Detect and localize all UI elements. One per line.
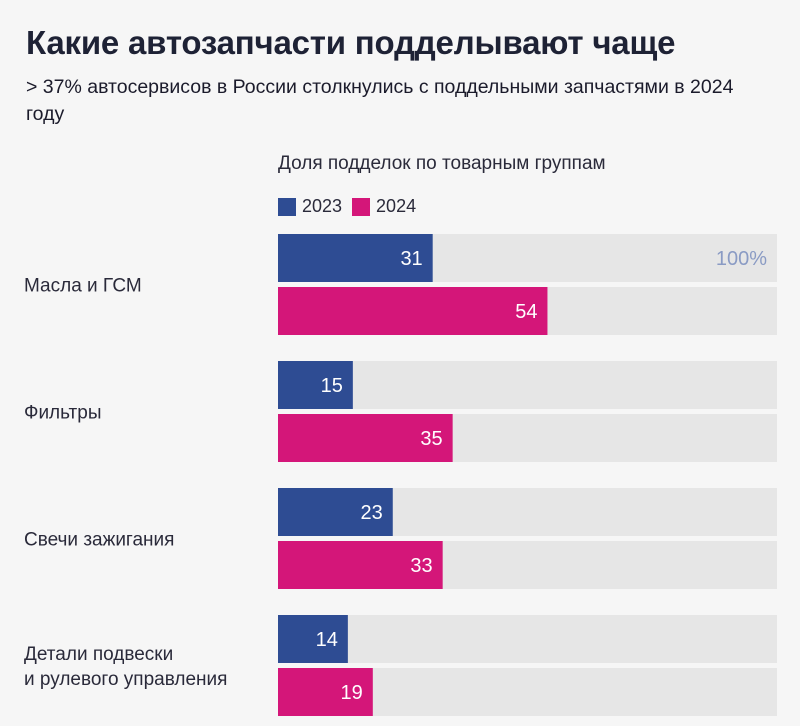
max-scale-label: 100% bbox=[716, 248, 767, 270]
chart-legend: 2023 2024 bbox=[278, 196, 426, 217]
bar-value-label: 31 bbox=[400, 248, 422, 270]
bar-track bbox=[278, 361, 777, 409]
bar-2023 bbox=[278, 615, 348, 663]
bar-2024 bbox=[278, 414, 453, 462]
bar-value-label: 23 bbox=[361, 502, 383, 524]
bar-value-label: 35 bbox=[420, 428, 442, 450]
legend-swatch-2023 bbox=[278, 197, 296, 216]
page-title: Какие автозапчасти подделывают чаще bbox=[26, 24, 676, 61]
legend-label-2024: 2024 bbox=[376, 196, 417, 216]
bar-2023 bbox=[278, 234, 433, 282]
bar-value-label: 19 bbox=[341, 682, 363, 704]
category-label: Фильтры bbox=[24, 403, 101, 424]
bar-2024 bbox=[278, 287, 548, 335]
legend-item-2023: 2023 bbox=[278, 196, 342, 217]
bar-value-label: 14 bbox=[316, 629, 338, 651]
page-subtitle: > 37% автосервисов в России столкнулись … bbox=[26, 76, 734, 125]
bar-track bbox=[278, 615, 777, 663]
bar-value-label: 54 bbox=[515, 301, 537, 323]
bar-2023 bbox=[278, 361, 353, 409]
bar-value-label: 15 bbox=[321, 375, 343, 397]
bar-2024 bbox=[278, 541, 443, 589]
bar-2023 bbox=[278, 488, 393, 536]
category-label: Масла и ГСМ bbox=[24, 276, 142, 297]
bar-value-label: 33 bbox=[410, 555, 432, 577]
category-label: Детали подвески и рулевого управления bbox=[24, 644, 227, 690]
legend-item-2024: 2024 bbox=[352, 196, 416, 217]
legend-swatch-2024 bbox=[352, 197, 371, 216]
legend-label-2023: 2023 bbox=[302, 196, 343, 216]
chart-title: Доля подделок по товарным группам bbox=[278, 153, 606, 174]
bar-2024 bbox=[278, 668, 373, 716]
category-label: Свечи зажигания bbox=[24, 530, 174, 551]
